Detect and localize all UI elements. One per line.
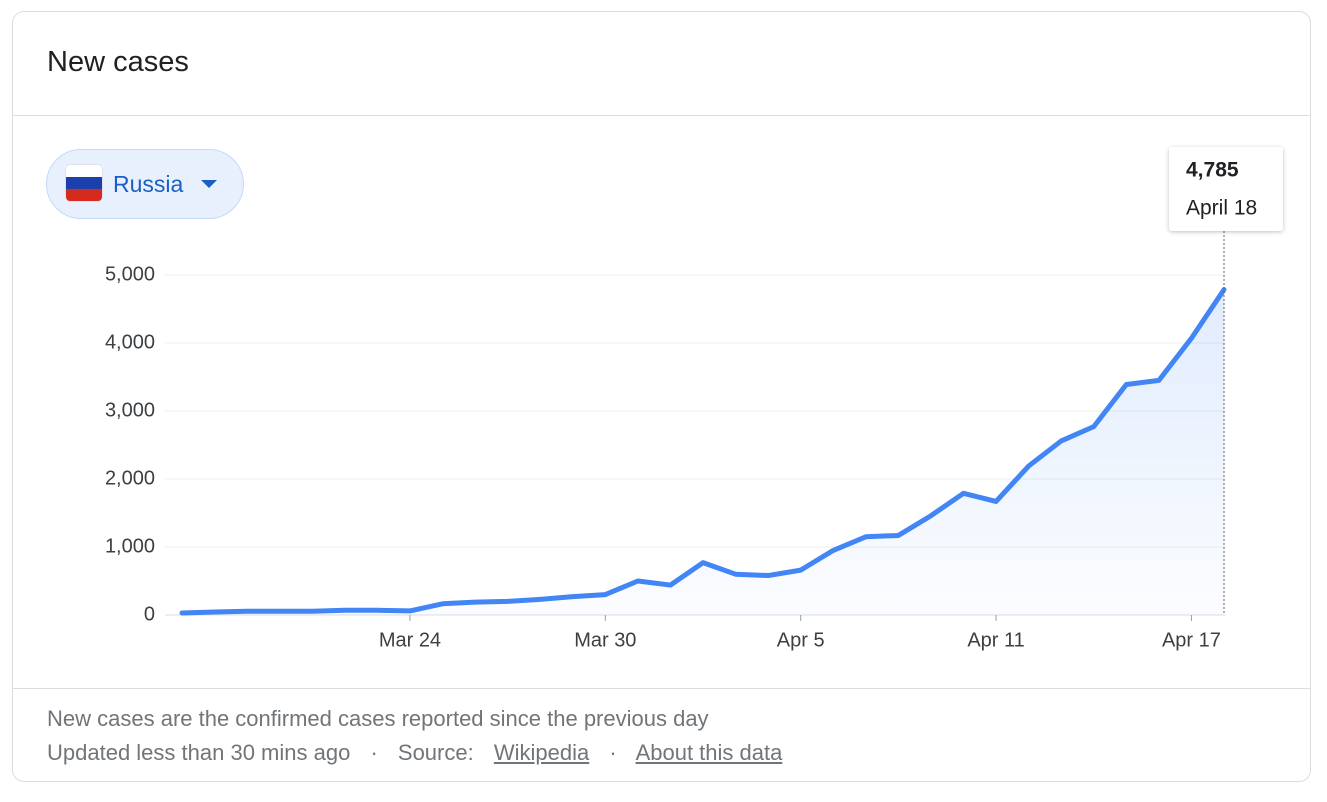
footer-note: New cases are the confirmed cases report… bbox=[47, 706, 709, 731]
x-tick-label: Apr 5 bbox=[777, 629, 825, 651]
y-tick-label: 1,000 bbox=[105, 535, 155, 557]
about-link[interactable]: About this data bbox=[635, 740, 783, 765]
x-tick-label: Mar 30 bbox=[574, 629, 636, 651]
x-tick-label: Apr 17 bbox=[1162, 629, 1221, 651]
separator: · bbox=[609, 740, 617, 765]
x-tick-label: Mar 24 bbox=[379, 629, 441, 651]
y-tick-label: 4,000 bbox=[105, 331, 155, 353]
updated: Updated less than 30 mins ago bbox=[47, 740, 351, 765]
divider bbox=[13, 688, 1310, 689]
card: New cases Russia New cases are the confi… bbox=[12, 11, 1311, 782]
flag bbox=[66, 165, 102, 201]
source-label: Source: bbox=[397, 740, 474, 765]
y-tick-label: 0 bbox=[144, 603, 155, 625]
country-selector[interactable]: Russia bbox=[46, 149, 244, 219]
card-title: New cases bbox=[47, 46, 189, 78]
line bbox=[179, 287, 1227, 616]
separator: · bbox=[370, 740, 378, 765]
divider bbox=[13, 115, 1310, 116]
y-tick-label: 2,000 bbox=[105, 467, 155, 489]
area bbox=[182, 289, 1224, 615]
y-tick-label: 3,000 bbox=[105, 399, 155, 421]
x-tick-label: Apr 11 bbox=[967, 629, 1024, 651]
tooltip-value: 4,785 bbox=[1186, 159, 1239, 182]
tooltip-date: April 18 bbox=[1186, 197, 1257, 220]
footer-meta: Updated less than 30 mins ago · Source: … bbox=[47, 740, 796, 766]
y-tick-label: 5,000 bbox=[105, 263, 155, 285]
source-link[interactable]: Wikipedia bbox=[493, 740, 590, 765]
tooltip bbox=[1169, 147, 1283, 231]
dropdown-caret bbox=[201, 180, 217, 188]
country-name: Russia bbox=[113, 171, 184, 197]
